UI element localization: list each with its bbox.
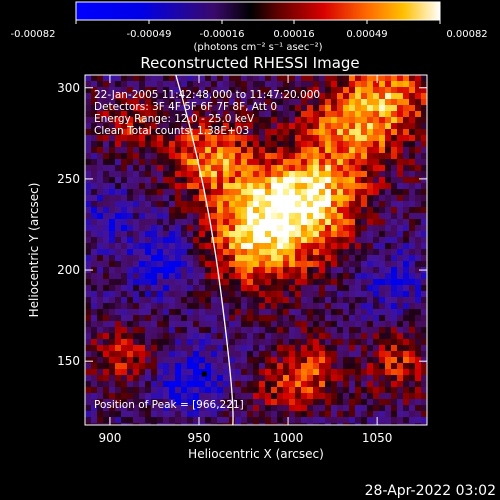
colorbar-gradient (75, 1, 441, 21)
energy-range-text: Energy Range: 12.0 - 25.0 keV (94, 113, 255, 125)
peak-position-text: Position of Peak = [966,221] (94, 399, 244, 411)
y-axis-label: Heliocentric Y (arcsec) (27, 183, 41, 318)
y-tick-label: 200 (57, 263, 80, 277)
plot-frame (84, 74, 428, 426)
colorbar-tick-label: 0.00082 (446, 29, 487, 40)
y-tick-label: 250 (57, 172, 80, 186)
x-tick-label: 1000 (273, 431, 304, 445)
colorbar-tick-label: 0.00049 (346, 29, 387, 40)
colorbar-tick-label: -0.00082 (11, 29, 56, 40)
chart-title: Reconstructed RHESSI Image (140, 54, 359, 72)
x-tick-label: 1050 (362, 431, 393, 445)
peak-marker (201, 371, 207, 377)
colorbar-tick-label: 0.00016 (273, 29, 314, 40)
x-axis: 900 950 1000 1050 (98, 75, 392, 445)
solar-limb-curve (175, 75, 234, 425)
colorbar-ticks (75, 20, 441, 24)
footer-date: 28-Apr-2022 03:02 (365, 483, 496, 499)
y-axis: 150 200 250 300 (57, 81, 427, 368)
colorbar-tick-label: -0.00049 (127, 29, 172, 40)
x-tick-label: 900 (98, 431, 121, 445)
heatmap-image (85, 75, 427, 425)
x-tick-label: 950 (188, 431, 211, 445)
colorbar-unit-label: (photons cm⁻² s⁻¹ asec⁻²) (193, 42, 322, 53)
x-axis-label: Heliocentric X (arcsec) (188, 447, 324, 461)
y-tick-label: 300 (57, 81, 80, 95)
y-tick-label: 150 (57, 354, 80, 368)
detectors-text: Detectors: 3F 4F 5F 6F 7F 8F, Att 0 (94, 101, 277, 113)
colorbar-tick-label: -0.00016 (200, 29, 245, 40)
time-range-text: 22-Jan-2005 11:42:48.000 to 11:47:20.000 (94, 89, 320, 101)
clean-counts-text: Clean Total counts: 1.38E+03 (94, 125, 249, 137)
